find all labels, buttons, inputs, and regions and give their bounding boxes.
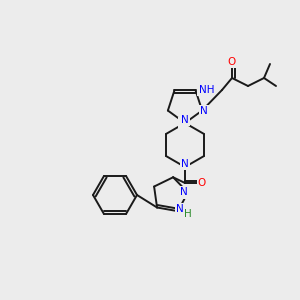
Text: N: N: [181, 159, 189, 169]
Text: N: N: [200, 106, 208, 116]
Text: O: O: [198, 178, 206, 188]
Text: N: N: [179, 118, 187, 128]
Text: N: N: [180, 188, 188, 197]
Text: H: H: [184, 209, 192, 219]
Text: NH: NH: [199, 85, 214, 95]
Text: O: O: [228, 57, 236, 67]
Text: N: N: [181, 115, 189, 125]
Text: N: N: [176, 204, 184, 214]
